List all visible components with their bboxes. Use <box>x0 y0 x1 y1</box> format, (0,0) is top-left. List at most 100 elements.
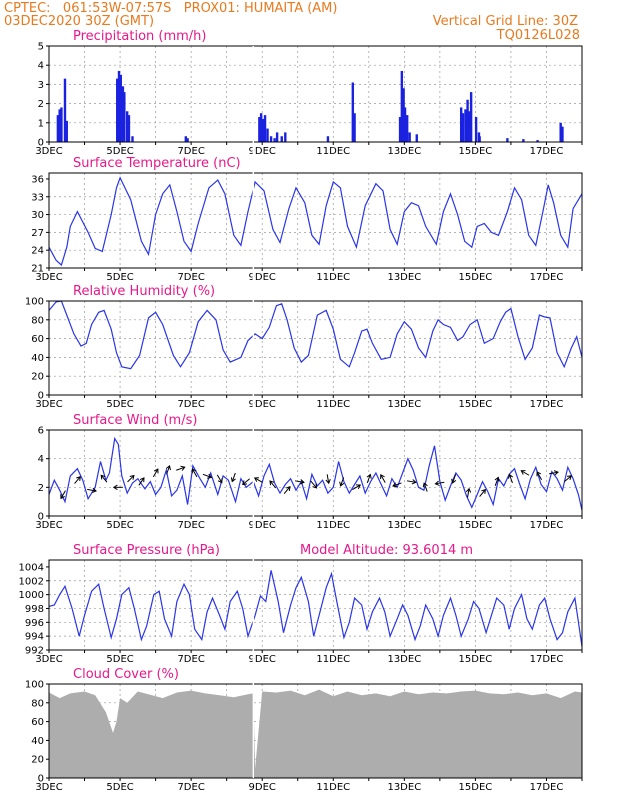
y-tick-label: 2 <box>38 483 44 494</box>
wind-arrow-head <box>217 478 223 484</box>
header-vertical-grid: Vertical Grid Line: 30Z <box>433 14 578 29</box>
x-tick-label: 17DEC <box>530 654 564 665</box>
wind-arrow <box>352 484 362 491</box>
plot-frame <box>48 429 583 517</box>
wind-arrow-head <box>129 474 135 480</box>
y-tick-label: 2 <box>38 99 44 110</box>
wind-arrow <box>127 474 135 483</box>
wind-arrow-head <box>325 479 331 485</box>
precip-bar <box>63 78 67 142</box>
x-tick-label: 9DEC <box>249 520 276 531</box>
x-tick-label: 3DEC <box>35 782 62 793</box>
wind-arrow <box>269 480 277 489</box>
y-tick-label: 21 <box>31 264 44 275</box>
wind-arrow <box>520 470 530 476</box>
wind-arrow <box>366 473 372 484</box>
x-tick-label: 7DEC <box>177 272 204 283</box>
y-tick-label: 6 <box>38 426 44 437</box>
precip-bar <box>65 120 68 142</box>
x-tick-label: 15DEC <box>459 272 493 283</box>
x-tick-label: 11DEC <box>316 272 350 283</box>
y-tick-label: 80 <box>31 315 44 326</box>
wind-arrow-shaft <box>254 477 263 483</box>
wind-arrow <box>112 484 123 491</box>
wind-arrow <box>451 474 457 484</box>
x-tick-label: 7DEC <box>177 399 204 410</box>
precip-bar <box>263 115 267 142</box>
wind-arrow-head <box>299 479 305 485</box>
wind-arrow <box>536 471 543 481</box>
x-tick-label: 11DEC <box>316 146 350 157</box>
wind-arrow <box>176 465 186 471</box>
precip-bar <box>121 86 125 142</box>
precip-bar <box>467 111 471 142</box>
x-tick-label: 9DEC <box>249 399 276 410</box>
x-tick-label: 3DEC <box>35 654 62 665</box>
wind-arrow <box>283 486 291 494</box>
x-tick-label: 17DEC <box>530 272 564 283</box>
wind-arrow-shaft <box>138 477 145 486</box>
wind-arrow-shaft <box>192 468 198 478</box>
precip-bar <box>266 128 269 142</box>
wind-arrow-shaft <box>479 489 486 497</box>
precip-bar <box>559 122 562 142</box>
wind-arrow-head <box>339 481 345 487</box>
x-tick-label: 9DEC <box>249 146 276 157</box>
panel-4: 0 2 4 6 3DEC 5DEC 7DEC 9DEC 11DEC 13DEC 15DEC 17DEC… <box>35 413 583 531</box>
y-tick-label: 994 <box>25 632 44 643</box>
precip-bar <box>123 92 126 142</box>
wind-arrow-shaft <box>435 481 445 485</box>
precip-bar <box>127 115 131 142</box>
wind-arrow-head <box>180 465 186 471</box>
wind-arrow <box>339 477 345 487</box>
panel-1: 0 1 2 3 4 5 3DEC 5DEC 7DEC 9DEC 11DEC 13DEC 15DEC 17D… <box>35 29 583 157</box>
wind-arrow <box>191 468 198 478</box>
wind-arrow-shaft <box>520 470 530 476</box>
series-line <box>48 300 583 370</box>
x-tick-label: 3DEC <box>35 399 62 410</box>
wind-arrow-head <box>269 480 275 486</box>
precip-bar <box>469 92 473 142</box>
precip-bar <box>184 136 188 142</box>
y-tick-label: 996 <box>25 618 44 629</box>
y-tick-label: 100 <box>25 297 44 308</box>
x-tick-label: 13DEC <box>387 654 421 665</box>
wind-arrow-head <box>434 480 440 486</box>
x-tick-label: 13DEC <box>387 399 421 410</box>
wind-arrow <box>479 488 487 497</box>
wind-arrow-shaft <box>549 471 559 475</box>
precip-bar <box>56 115 60 142</box>
wind-arrow-shaft <box>494 477 499 486</box>
series-line <box>48 570 583 647</box>
wind-arrow <box>138 477 145 486</box>
precip-bar <box>403 107 407 142</box>
wind-arrow-head <box>465 487 472 493</box>
precip-bar <box>60 107 63 142</box>
precip-bar <box>464 109 467 142</box>
wind-arrow <box>422 482 428 492</box>
x-tick-label: 7DEC <box>177 146 204 157</box>
x-tick-label: 3DEC <box>35 146 62 157</box>
wind-arrow-head <box>411 479 417 485</box>
cloud-cover-area <box>49 689 582 778</box>
wind-arrow-head <box>380 474 385 480</box>
wind-arrow <box>392 482 402 488</box>
wind-arrow-shaft <box>176 466 185 471</box>
wind-arrow <box>325 474 331 485</box>
precip-bar <box>125 111 129 142</box>
wind-arrow-shaft <box>352 484 361 491</box>
x-tick-label: 5DEC <box>106 399 133 410</box>
wind-arrow-shaft <box>508 474 513 484</box>
wind-arrow-head <box>312 483 318 489</box>
y-tick-label: 80 <box>31 698 44 709</box>
x-tick-label: 3DEC <box>35 272 62 283</box>
wind-arrow <box>253 477 263 483</box>
x-tick-label: 13DEC <box>387 272 421 283</box>
wind-arrow <box>216 474 223 484</box>
x-tick-label: 7DEC <box>177 520 204 531</box>
wind-arrow-head <box>253 477 260 482</box>
x-tick-label: 15DEC <box>459 520 493 531</box>
x-tick-label: 5DEC <box>106 654 133 665</box>
wind-arrow <box>434 480 445 486</box>
wind-arrow-shaft <box>536 471 543 481</box>
